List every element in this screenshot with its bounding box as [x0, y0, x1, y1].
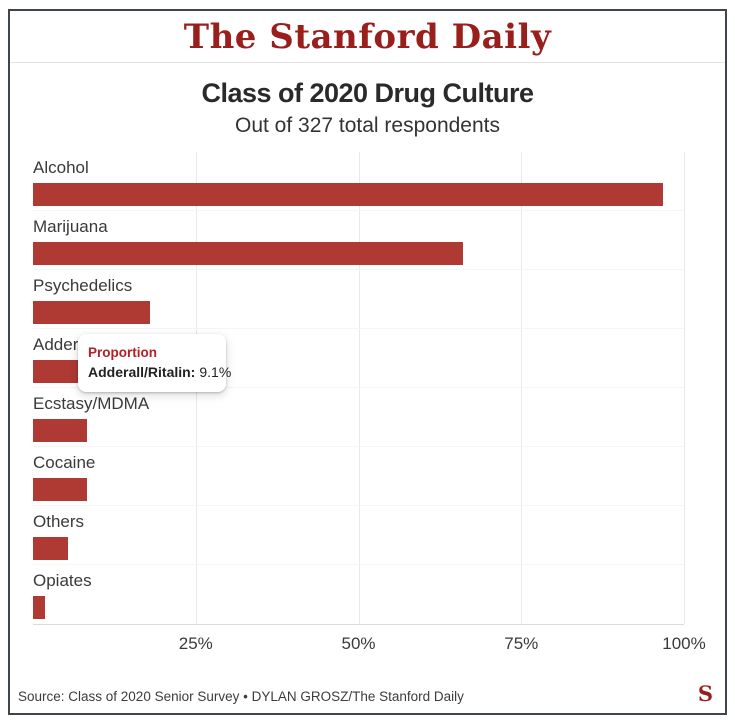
chart-row: Marijuana: [33, 211, 684, 270]
gridline-50%: [358, 152, 360, 624]
bar-cocaine[interactable]: [33, 478, 88, 501]
chart-rows: Alcohol Marijuana Psychedelics Adderall/Rit…: [33, 152, 684, 624]
chart-row: Cocaine: [33, 447, 684, 506]
page-frame: The Stanford Daily Class of 2020 Drug Cu…: [8, 9, 727, 715]
x-tick-label: 50%: [341, 634, 376, 653]
chart-header: Class of 2020 Drug Culture Out of 327 to…: [10, 77, 725, 139]
x-axis: 25% 50% 75% 100%: [33, 625, 706, 655]
chart-row: Ecstasy/MDMA: [33, 388, 684, 447]
bar-alcohol[interactable]: [33, 183, 664, 206]
chart-row: Opiates: [33, 565, 684, 624]
masthead: The Stanford Daily: [10, 11, 725, 63]
category-label: Marijuana: [33, 217, 108, 236]
category-label: Others: [33, 512, 85, 531]
bar-opiates[interactable]: [33, 596, 45, 619]
x-tick-label: 100%: [662, 634, 706, 653]
bar-others[interactable]: [33, 537, 68, 560]
bar-ecstasy-mdma[interactable]: [33, 419, 88, 442]
chart-row: Others: [33, 506, 684, 565]
x-tick-label: 25%: [178, 634, 213, 653]
bar-psychedelics[interactable]: [33, 301, 151, 324]
tooltip: Proportion Adderall/Ritalin: 9.1%: [78, 334, 231, 392]
category-label: Ecstasy/MDMA: [33, 394, 150, 413]
bar-adderall-ritalin[interactable]: [33, 360, 93, 383]
chart-title: Class of 2020 Drug Culture: [201, 78, 534, 108]
gridline-75%: [521, 152, 523, 624]
category-label: Opiates: [33, 571, 92, 590]
tooltip-body: Adderall/Ritalin: 9.1%: [88, 363, 231, 381]
masthead-title: The Stanford Daily: [183, 16, 552, 57]
tooltip-heading: Proportion: [88, 345, 157, 360]
stanford-daily-logo-icon: S: [697, 681, 713, 706]
chart-subtitle: Out of 327 total respondents: [234, 114, 500, 137]
gridline-100%: [684, 152, 685, 624]
tooltip-label: Adderall/Ritalin:: [88, 364, 196, 380]
footer: Source: Class of 2020 Senior Survey • DY…: [18, 681, 713, 706]
chart-row: Psychedelics: [33, 270, 684, 329]
plot-area: Alcohol Marijuana Psychedelics Adderall/Rit…: [33, 152, 685, 625]
category-label: Cocaine: [33, 453, 96, 472]
tooltip-value: 9.1%: [199, 364, 232, 380]
bar-marijuana[interactable]: [33, 242, 464, 265]
category-label: Psychedelics: [33, 276, 133, 295]
chart-row: Alcohol: [33, 152, 684, 211]
bar-chart: Alcohol Marijuana Psychedelics Adderall/Rit…: [33, 152, 706, 655]
source-credit: Source: Class of 2020 Senior Survey • DY…: [18, 689, 464, 704]
x-tick-label: 75%: [504, 634, 539, 653]
category-label: Alcohol: [33, 158, 89, 177]
